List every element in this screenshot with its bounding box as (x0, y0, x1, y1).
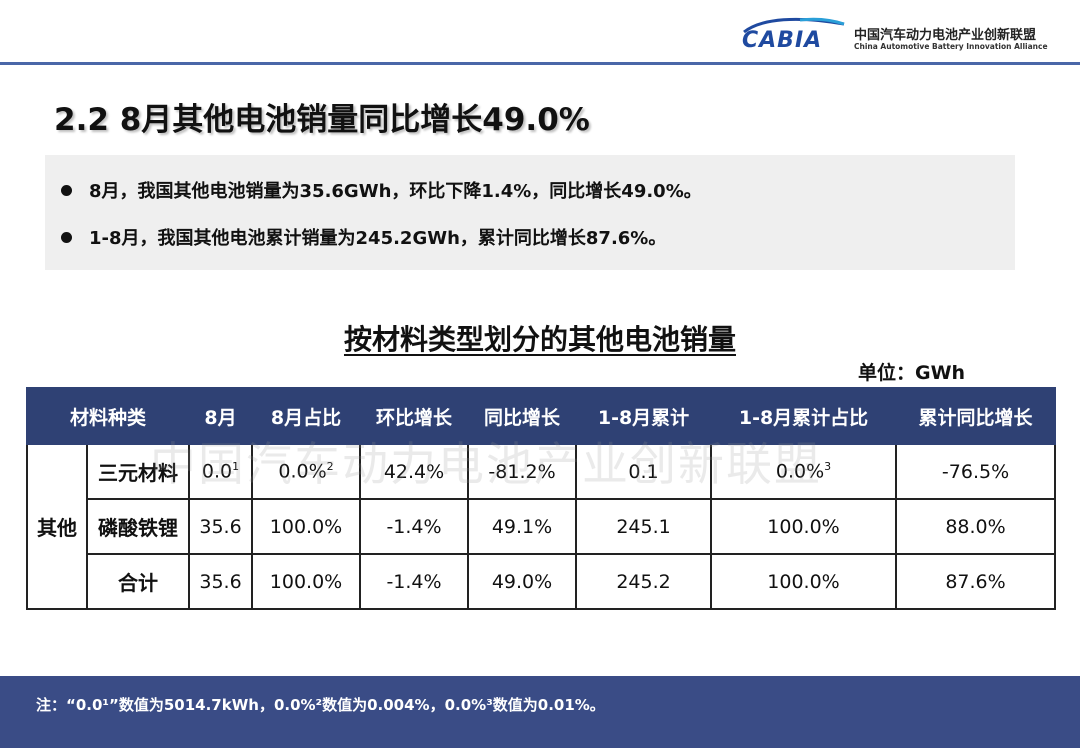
header-material-type: 材料种类 (25, 387, 191, 445)
bullet-text: 8月，我国其他电池销量为35.6GWh，环比下降1.4%，同比增长49.0%。 (89, 181, 702, 202)
cell-aug: 35.6 (188, 553, 254, 610)
table-row: 磷酸铁锂 35.6 100.0% -1.4% 49.1% 245.1 100.0… (27, 498, 1057, 555)
cell-mom: -1.4% (359, 553, 470, 610)
cell-yoy: 49.0% (467, 553, 578, 610)
cabia-logo: CABIA 中国汽车动力电池产业创新联盟 China Automotive Ba… (740, 14, 1070, 56)
cell-cum: 0.1 (575, 443, 713, 500)
cell-cum-yoy: -76.5% (895, 443, 1057, 500)
bullet-item: 1-8月，我国其他电池累计销量为245.2GWh，累计同比增长87.6%。 (61, 224, 666, 250)
org-name-en: China Automotive Battery Innovation Alli… (854, 42, 1048, 51)
cell-mom: 42.4% (359, 443, 470, 500)
table-header-row: 材料种类 8月 8月占比 环比增长 同比增长 1-8月累计 1-8月累计占比 累… (25, 387, 1057, 445)
header-cum-yoy: 累计同比增长 (895, 387, 1057, 445)
cell-cum: 245.1 (575, 498, 713, 555)
cell-yoy: 49.1% (467, 498, 578, 555)
cell-aug: 0.01 (188, 443, 254, 500)
bullet-text: 1-8月，我国其他电池累计销量为245.2GWh，累计同比增长87.6%。 (89, 228, 667, 249)
header-aug: 8月 (188, 387, 254, 445)
cell-aug: 35.6 (188, 498, 254, 555)
cell-aug-share: 0.0%2 (251, 443, 362, 500)
group-label: 其他 (26, 443, 88, 610)
car-swoosh-icon (743, 17, 845, 34)
table-title: 按材料类型划分的其他电池销量 (343, 323, 736, 356)
header-cum-share: 1-8月累计占比 (710, 387, 898, 445)
header-mom: 环比增长 (359, 387, 470, 445)
cell-cum: 245.2 (575, 553, 713, 610)
header-aug-share: 8月占比 (251, 387, 362, 445)
logo-wordmark: CABIA (742, 28, 823, 53)
unit-label: 单位：GWh (858, 362, 966, 384)
sales-table: 材料种类 8月 8月占比 环比增长 同比增长 1-8月累计 1-8月累计占比 累… (25, 387, 1057, 610)
table-row: 合计 35.6 100.0% -1.4% 49.0% 245.2 100.0% … (27, 553, 1057, 610)
slide-title: 2.2 8月其他电池销量同比增长49.0% (54, 102, 590, 138)
cell-cum-yoy: 87.6% (895, 553, 1057, 610)
org-name-cn: 中国汽车动力电池产业创新联盟 (854, 28, 1037, 43)
material-name: 三元材料 (85, 443, 191, 500)
bullet-dot-icon (61, 184, 72, 196)
header-yoy: 同比增长 (467, 387, 578, 445)
header-cum: 1-8月累计 (575, 387, 713, 445)
bullet-dot-icon (61, 231, 72, 243)
cell-aug-share: 100.0% (251, 498, 362, 555)
cell-mom: -1.4% (359, 498, 470, 555)
cell-cum-share: 100.0% (710, 498, 898, 555)
footer-note: 注：“0.0¹”数值为5014.7kWh，0.0%²数值为0.004%，0.0%… (36, 696, 605, 714)
material-name: 合计 (85, 553, 191, 610)
cell-cum-share: 0.0%3 (710, 443, 898, 500)
bullet-item: 8月，我国其他电池销量为35.6GWh，环比下降1.4%，同比增长49.0%。 (61, 177, 702, 203)
cell-yoy: -81.2% (467, 443, 578, 500)
cell-aug-share: 100.0% (251, 553, 362, 610)
cell-cum-yoy: 88.0% (895, 498, 1057, 555)
material-name: 磷酸铁锂 (85, 498, 191, 555)
cell-cum-share: 100.0% (710, 553, 898, 610)
table-row: 其他 三元材料 0.01 0.0%2 42.4% -81.2% 0.1 0.0%… (26, 443, 1057, 610)
summary-box: 8月，我国其他电池销量为35.6GWh，环比下降1.4%，同比增长49.0%。 … (45, 155, 1015, 270)
footer-bar: 注：“0.0¹”数值为5014.7kWh，0.0%²数值为0.004%，0.0%… (0, 676, 1080, 748)
header-divider (0, 62, 1080, 65)
